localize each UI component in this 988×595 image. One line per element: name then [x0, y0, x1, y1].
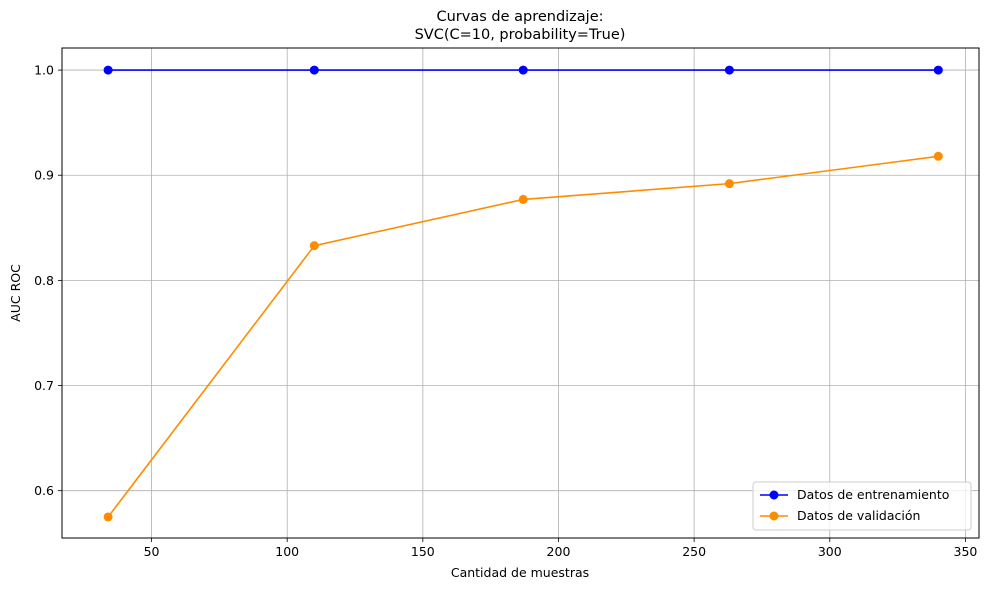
plot-frame [61, 47, 980, 539]
x-tick-label: 150 [411, 544, 435, 559]
legend-label-train: Datos de entrenamiento [797, 487, 949, 502]
x-tick-label: 100 [275, 544, 299, 559]
series-layer [103, 65, 943, 522]
legend-marker-train [769, 490, 779, 500]
series-0-point [103, 65, 113, 75]
x-tick-label: 350 [954, 544, 978, 559]
y-axis-label: AUC ROC [8, 264, 23, 322]
legend-marker-validation [769, 511, 779, 521]
x-tick-label: 200 [547, 544, 571, 559]
legend: Datos de entrenamiento Datos de validaci… [752, 481, 972, 531]
chart-title: Curvas de aprendizaje: [436, 9, 603, 25]
series-0-point [933, 65, 943, 75]
x-axis-label: Cantidad de muestras [451, 565, 589, 580]
x-tick-label: 300 [818, 544, 842, 559]
series-0-point [724, 65, 734, 75]
series-1-point [518, 194, 528, 204]
y-tick-label: 0.7 [34, 378, 54, 393]
legend-label-validation: Datos de validación [797, 508, 920, 523]
x-tick-label: 50 [144, 544, 160, 559]
x-tick-label: 250 [682, 544, 706, 559]
series-1-point [103, 512, 113, 522]
series-0-point [309, 65, 319, 75]
y-tick-label: 0.8 [34, 273, 54, 288]
axis-ticks: 50 100 150 200 250 300 350 0.6 0.7 0.8 0.9 1.0 [34, 63, 977, 559]
series-0-point [518, 65, 528, 75]
y-tick-label: 1.0 [34, 63, 54, 78]
y-tick-label: 0.9 [34, 168, 54, 183]
legend-box [752, 481, 972, 531]
y-tick-label: 0.6 [34, 483, 54, 498]
series-1-point [933, 151, 943, 161]
series-1-point [724, 179, 734, 189]
chart-subtitle: SVC(C=10, probability=True) [415, 27, 626, 43]
grid [62, 48, 979, 538]
series-1-point [309, 241, 319, 251]
